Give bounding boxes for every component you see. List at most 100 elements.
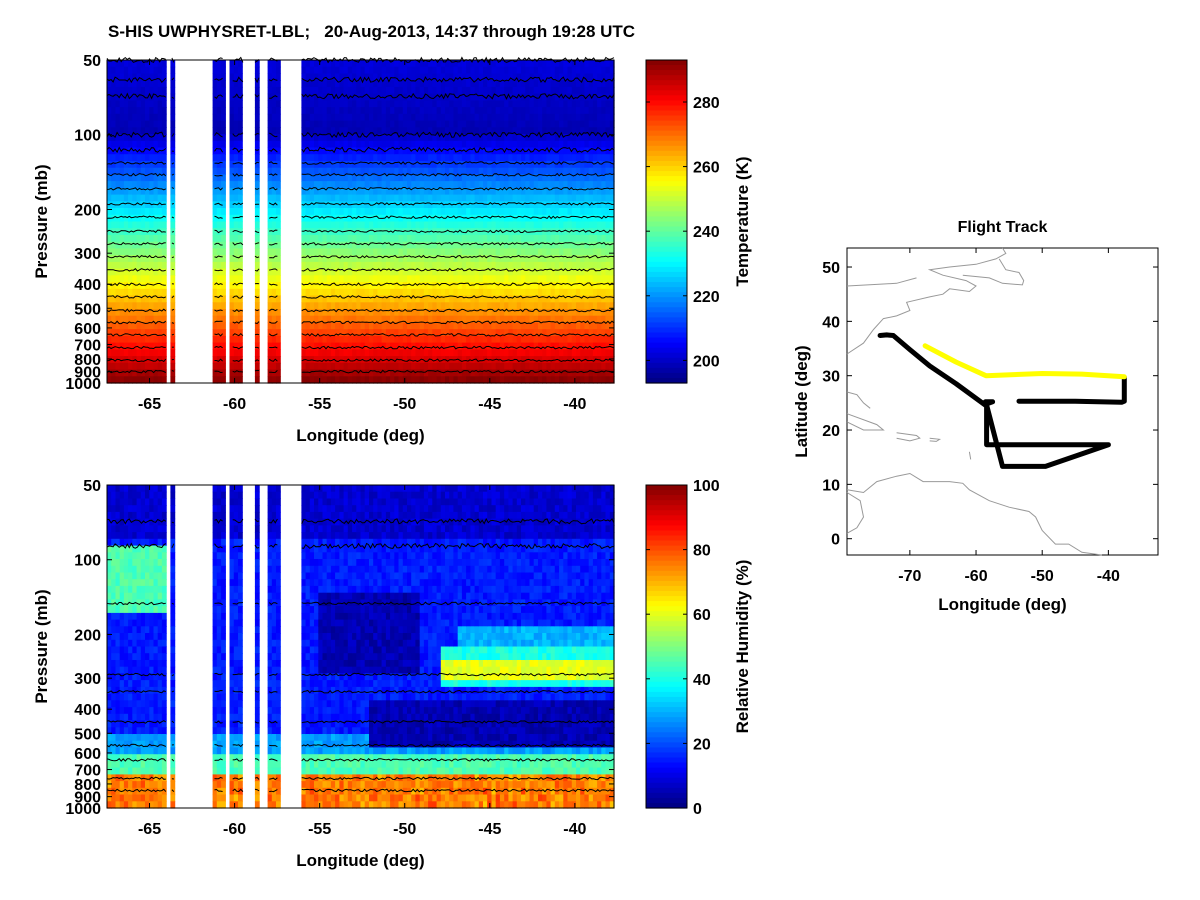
heatmap-cell: [436, 140, 442, 149]
heatmap-cell: [483, 113, 488, 122]
heatmap-cell: [554, 295, 560, 303]
heatmap-cell: [550, 127, 556, 135]
heatmap-cell: [385, 315, 391, 324]
heatmap-cell: [107, 93, 112, 101]
heatmap-cell: [322, 127, 328, 135]
heatmap-cell: [212, 167, 218, 176]
heatmap-cell: [525, 147, 531, 155]
heatmap-cell: [584, 349, 590, 357]
heatmap-cell: [402, 154, 408, 162]
heatmap-cell: [508, 315, 514, 324]
heatmap-cell: [576, 369, 581, 377]
heatmap-cell: [415, 302, 421, 310]
heatmap-cell: [516, 261, 522, 270]
heatmap-cell: [538, 93, 543, 101]
heatmap-cell: [605, 187, 611, 196]
heatmap-cell: [111, 160, 117, 169]
heatmap-cell: [343, 228, 349, 236]
heatmap-cell: [440, 107, 446, 115]
heatmap-cell: [580, 107, 586, 115]
heatmap-cell: [385, 309, 391, 317]
heatmap-cell: [238, 349, 243, 357]
heatmap-cell: [161, 201, 167, 209]
heatmap-cell: [521, 221, 526, 229]
heatmap-cell: [107, 127, 112, 135]
heatmap-cell: [445, 248, 450, 256]
heatmap-cell: [588, 329, 594, 337]
heatmap-cell: [318, 315, 324, 324]
heatmap-cell: [347, 329, 353, 337]
heatmap-cell: [440, 295, 446, 303]
heatmap-cell: [111, 491, 117, 500]
heatmap-cell: [140, 120, 146, 128]
heatmap-cell: [369, 302, 374, 310]
heatmap-cell: [212, 335, 218, 344]
heatmap-cell: [508, 309, 514, 317]
heatmap-cell: [478, 214, 484, 223]
heatmap-cell: [470, 261, 476, 270]
heatmap-cell: [567, 295, 573, 303]
heatmap-cell: [254, 113, 260, 122]
heatmap-cell: [538, 134, 543, 142]
heatmap-cell: [161, 248, 167, 256]
heatmap-cell: [592, 349, 598, 357]
heatmap-cell: [157, 335, 163, 344]
heatmap-cell: [521, 268, 526, 276]
heatmap-cell: [529, 208, 535, 216]
heatmap-cell: [470, 113, 476, 122]
heatmap-cell: [415, 295, 421, 303]
heatmap-cell: [369, 309, 374, 317]
colorbar-segment: [646, 130, 687, 137]
heatmap-cell: [216, 261, 222, 270]
heatmap-cell: [170, 80, 176, 88]
heatmap-cell: [390, 73, 395, 81]
heatmap-cell: [499, 107, 505, 115]
heatmap-cell: [407, 160, 412, 169]
heatmap-cell: [343, 349, 349, 357]
heatmap-cell: [516, 241, 522, 250]
heatmap-cell: [318, 288, 324, 297]
heatmap-cell: [436, 261, 442, 270]
heatmap-cell: [398, 322, 404, 330]
heatmap-cell: [369, 140, 374, 149]
heatmap-cell: [115, 140, 121, 149]
heatmap-cell: [495, 248, 501, 256]
heatmap-cell: [322, 120, 328, 128]
heatmap-cell: [377, 261, 383, 270]
heatmap-cell: [529, 268, 535, 276]
heatmap-cell: [149, 100, 155, 108]
heatmap-cell: [483, 187, 488, 196]
heatmap-cell: [525, 201, 531, 209]
heatmap-cell: [550, 275, 556, 283]
heatmap-cell: [140, 113, 146, 122]
heatmap-cell: [385, 208, 391, 216]
heatmap-cell: [301, 86, 307, 95]
heatmap-cell: [360, 342, 366, 350]
heatmap-cell: [542, 288, 548, 297]
heatmap-cell: [221, 60, 226, 68]
heatmap-cell: [153, 369, 159, 377]
heatmap-cell: [588, 147, 594, 155]
heatmap-cell: [119, 376, 125, 384]
heatmap-cell: [221, 295, 226, 303]
heatmap-cell: [233, 275, 239, 283]
heatmap-cell: [314, 86, 319, 95]
heatmap-cell: [136, 282, 142, 290]
heatmap-cell: [588, 214, 594, 223]
heatmap-cell: [377, 113, 383, 122]
heatmap-cell: [369, 86, 374, 95]
heatmap-cell: [415, 241, 421, 250]
heatmap-cell: [140, 255, 146, 263]
heatmap-cell: [136, 335, 142, 344]
heatmap-cell: [398, 86, 404, 95]
heatmap-cell: [419, 208, 425, 216]
heatmap-cell: [394, 261, 400, 270]
heatmap-cell: [508, 86, 514, 95]
heatmap-cell: [567, 201, 573, 209]
heatmap-cell: [335, 187, 340, 196]
heatmap-cell: [145, 147, 150, 155]
heatmap-cell: [212, 228, 218, 236]
heatmap-cell: [330, 127, 336, 135]
heatmap-cell: [584, 194, 590, 202]
heatmap-cell: [356, 335, 362, 344]
